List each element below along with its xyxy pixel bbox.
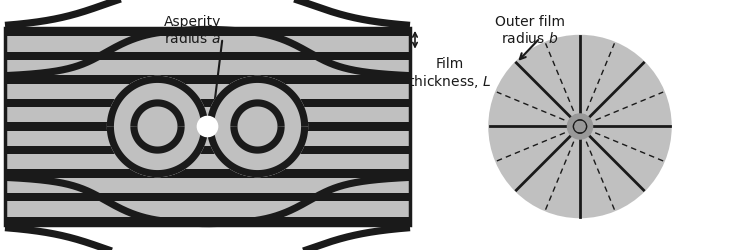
Bar bbox=[5, 28, 410, 225]
Bar bbox=[5, 122, 410, 131]
Circle shape bbox=[568, 114, 592, 138]
Bar bbox=[5, 193, 410, 202]
Circle shape bbox=[208, 76, 308, 176]
Circle shape bbox=[490, 36, 670, 216]
Text: Outer film
radius $b$: Outer film radius $b$ bbox=[495, 15, 565, 46]
Bar bbox=[5, 52, 410, 60]
Bar bbox=[5, 28, 410, 225]
Text: Film
thickness, $L$: Film thickness, $L$ bbox=[408, 56, 492, 90]
Circle shape bbox=[107, 76, 208, 176]
Text: Asperity
radius $a$: Asperity radius $a$ bbox=[164, 15, 222, 46]
Bar bbox=[5, 75, 410, 84]
Bar bbox=[5, 146, 410, 154]
Bar bbox=[5, 170, 410, 178]
Bar bbox=[5, 216, 410, 225]
Circle shape bbox=[107, 76, 208, 176]
Circle shape bbox=[208, 76, 308, 176]
Bar bbox=[5, 28, 410, 36]
Circle shape bbox=[197, 116, 218, 136]
Bar bbox=[5, 99, 410, 107]
